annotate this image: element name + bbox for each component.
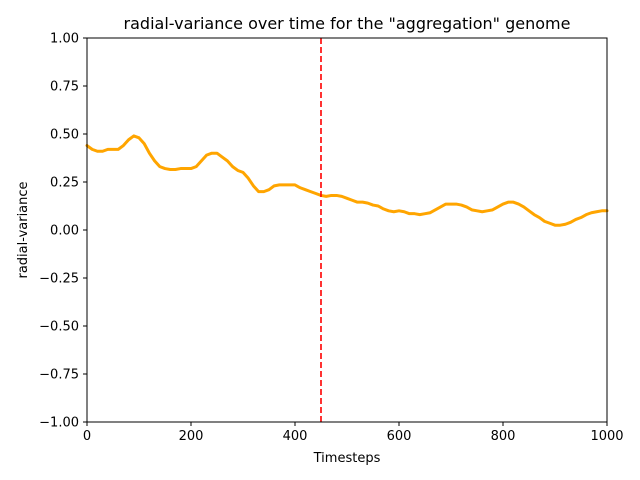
y-tick-label: 1.00 xyxy=(50,32,79,47)
x-tick-label: 0 xyxy=(83,429,91,444)
y-tick-label: 0.75 xyxy=(50,80,79,95)
x-tick-label: 1000 xyxy=(590,429,623,444)
y-tick-label: −0.50 xyxy=(39,320,79,335)
x-tick-label: 800 xyxy=(491,429,516,444)
x-tick-label: 400 xyxy=(283,429,308,444)
y-tick-label: −0.75 xyxy=(39,368,79,383)
y-tick-label: −0.25 xyxy=(39,272,79,287)
series-line-0 xyxy=(85,134,609,227)
x-tick-label: 200 xyxy=(179,429,204,444)
x-tick-label: 600 xyxy=(387,429,412,444)
y-axis-title: radial-variance xyxy=(16,181,31,278)
y-tick-label: 0.25 xyxy=(50,176,79,191)
y-tick-label: −1.00 xyxy=(39,416,79,431)
y-tick-label: 0.50 xyxy=(50,128,79,143)
x-axis-title: Timesteps xyxy=(313,451,381,466)
y-tick-label: 0.00 xyxy=(50,224,79,239)
chart-title: radial-variance over time for the "aggre… xyxy=(124,14,571,33)
